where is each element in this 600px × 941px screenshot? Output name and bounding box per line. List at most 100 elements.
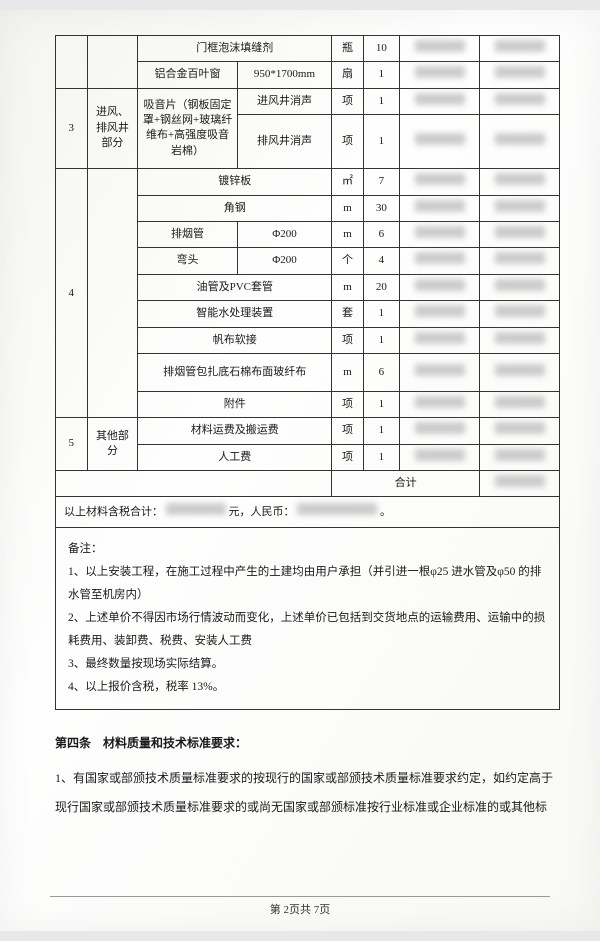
redacted-total — [495, 279, 545, 291]
item-name: 智能水处理装置 — [138, 301, 332, 327]
item-name: 吸音片（钢板固定罩+钢丝网+玻璃纤维布+高强度吸音岩棉） — [138, 88, 237, 168]
qty: 6 — [363, 353, 399, 391]
qty: 30 — [363, 195, 399, 221]
section-name — [87, 169, 138, 418]
table-row: 4 镀锌板 ㎡ 7 — [56, 169, 560, 195]
qty: 6 — [363, 221, 399, 247]
unit: m — [332, 353, 364, 391]
redacted-total — [495, 332, 545, 344]
item-name: 帆布软接 — [138, 327, 332, 353]
section-name: 其他部分 — [87, 418, 138, 471]
unit: 项 — [332, 88, 364, 114]
article4-title: 第四条 材料质量和技术标准要求： — [55, 730, 560, 756]
redacted-rmb — [297, 503, 377, 515]
table-row: 5 其他部分 材料运费及搬运费 项 1 — [56, 418, 560, 444]
page-footer: 第 2页共 7页 — [50, 896, 550, 917]
item-spec: Φ200 — [237, 221, 332, 247]
redacted-price — [415, 93, 465, 105]
item-name: 弯头 — [138, 248, 237, 274]
redacted-price — [415, 226, 465, 238]
item-name: 门框泡沫填缝剂 — [138, 36, 332, 62]
unit: 项 — [332, 115, 364, 169]
item-name: 附件 — [138, 391, 332, 417]
total-label: 合计 — [332, 471, 480, 497]
qty: 1 — [363, 62, 399, 88]
qty: 10 — [363, 36, 399, 62]
redacted-price — [415, 332, 465, 344]
unit: m — [332, 195, 364, 221]
unit: 套 — [332, 301, 364, 327]
qty: 7 — [363, 169, 399, 195]
qty: 1 — [363, 444, 399, 470]
unit: 扇 — [332, 62, 364, 88]
redacted-total — [495, 396, 545, 408]
item-spec: 950*1700mm — [237, 62, 332, 88]
redacted-total — [495, 66, 545, 78]
redacted-price — [415, 252, 465, 264]
redacted-price — [415, 133, 465, 145]
summary-row: 以上材料含税合计： 元，人民币： 。 — [56, 497, 560, 527]
note-line: 2、上述单价不得因市场行情波动而变化，上述单价已包括到交货地点的运输费用、运输中… — [68, 607, 547, 653]
section-name: 进风、排风井部分 — [87, 88, 138, 168]
item-name: 材料运费及搬运费 — [138, 418, 332, 444]
redacted-total — [495, 93, 545, 105]
redacted-price — [415, 279, 465, 291]
article4-body: 1、有国家或部颁技术质量标准要求的按现行的国家或部颁技术质量标准要求约定，如约定… — [55, 764, 560, 822]
redacted-total — [495, 173, 545, 185]
redacted-total — [495, 422, 545, 434]
summary-text: 以上材料含税合计： 元，人民币： 。 — [56, 497, 560, 527]
item-spec: 进风井消声 — [237, 88, 332, 114]
table-row: 3 进风、排风井部分 吸音片（钢板固定罩+钢丝网+玻璃纤维布+高强度吸音岩棉） … — [56, 88, 560, 114]
redacted-price — [415, 305, 465, 317]
unit: m — [332, 274, 364, 300]
item-name: 铝合金百叶窗 — [138, 62, 237, 88]
total-row: 合计 — [56, 471, 560, 497]
unit: 项 — [332, 327, 364, 353]
unit: m — [332, 221, 364, 247]
unit: 瓶 — [332, 36, 364, 62]
redacted-price — [415, 449, 465, 461]
item-name: 排烟管包扎底石棉布面玻纤布 — [138, 353, 332, 391]
item-name: 角钢 — [138, 195, 332, 221]
document-page: 门框泡沫填缝剂 瓶 10 铝合金百叶窗 950*1700mm 扇 1 3 进风、… — [0, 10, 600, 931]
item-name: 镀锌板 — [138, 169, 332, 195]
table-row: 门框泡沫填缝剂 瓶 10 — [56, 36, 560, 62]
note-line: 3、最终数量按现场实际结算。 — [68, 653, 547, 676]
notes-header: 备注： — [68, 538, 547, 561]
qty: 1 — [363, 327, 399, 353]
summary-mid: 元，人民币： — [229, 506, 295, 518]
item-spec: Φ200 — [237, 248, 332, 274]
row-idx: 5 — [56, 418, 88, 471]
unit: 项 — [332, 444, 364, 470]
unit: 项 — [332, 391, 364, 417]
qty: 4 — [363, 248, 399, 274]
redacted-total — [495, 305, 545, 317]
redacted-grand-total — [495, 475, 545, 487]
redacted-total — [495, 226, 545, 238]
redacted-amount — [166, 503, 226, 515]
redacted-total — [495, 449, 545, 461]
unit: ㎡ — [332, 169, 364, 195]
unit: 项 — [332, 418, 364, 444]
item-spec: 排风井消声 — [237, 115, 332, 169]
summary-pre: 以上材料含税合计： — [64, 506, 163, 518]
item-name: 油管及PVC套管 — [138, 274, 332, 300]
note-line: 1、以上安装工程，在施工过程中产生的土建均由用户承担（并引进一根φ25 进水管及… — [68, 561, 547, 607]
material-table: 门框泡沫填缝剂 瓶 10 铝合金百叶窗 950*1700mm 扇 1 3 进风、… — [55, 35, 560, 528]
redacted-price — [415, 173, 465, 185]
item-name: 排烟管 — [138, 221, 237, 247]
redacted-total — [495, 252, 545, 264]
row-idx: 4 — [56, 169, 88, 418]
qty: 20 — [363, 274, 399, 300]
redacted-price — [415, 396, 465, 408]
qty: 1 — [363, 301, 399, 327]
qty: 1 — [363, 115, 399, 169]
redacted-price — [415, 422, 465, 434]
redacted-price — [415, 66, 465, 78]
redacted-total — [495, 364, 545, 376]
redacted-price — [415, 364, 465, 376]
unit: 个 — [332, 248, 364, 274]
redacted-total — [495, 133, 545, 145]
redacted-price — [415, 200, 465, 212]
redacted-total — [495, 200, 545, 212]
